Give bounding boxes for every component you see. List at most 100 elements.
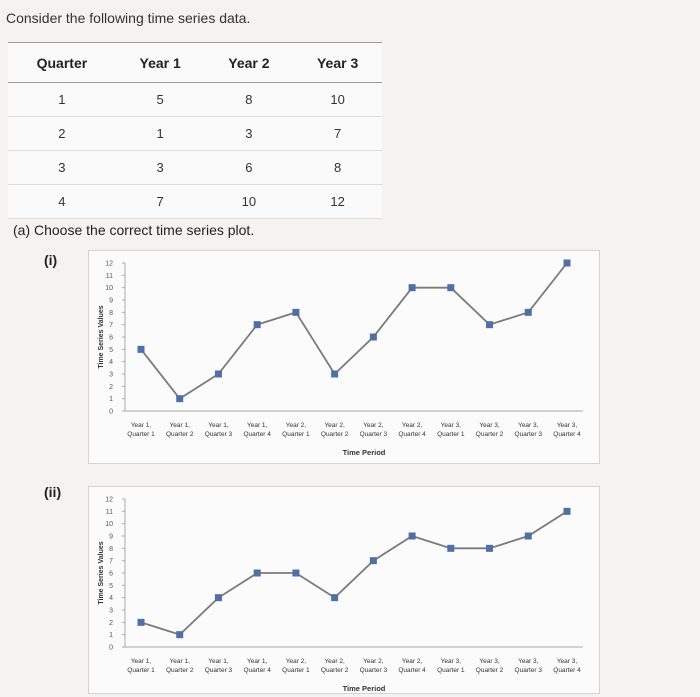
y-tick-label: 2 bbox=[109, 620, 113, 627]
table-row: 2 1 3 7 bbox=[8, 116, 382, 151]
x-tick-label: Quarter 1 bbox=[282, 667, 310, 674]
table-cell: 6 bbox=[204, 150, 294, 185]
x-tick-label: Quarter 4 bbox=[398, 667, 426, 674]
header-quarter: Quarter bbox=[8, 42, 116, 83]
x-tick-label: Year 2, bbox=[286, 422, 307, 429]
table-row: 1 5 8 10 bbox=[8, 82, 382, 117]
table-row: 4 7 10 12 bbox=[8, 184, 382, 219]
header-year-1: Year 1 bbox=[115, 42, 205, 83]
data-point bbox=[408, 532, 416, 540]
data-point bbox=[176, 631, 184, 639]
x-tick-label: Quarter 1 bbox=[437, 431, 465, 438]
table-cell: 5 bbox=[115, 82, 205, 117]
table-header-row: Quarter Year 1 Year 2 Year 3 bbox=[8, 42, 382, 83]
y-tick-label: 10 bbox=[105, 285, 113, 292]
table-cell: 3 bbox=[204, 116, 294, 151]
data-point bbox=[137, 618, 145, 626]
x-tick-label: Year 3, bbox=[557, 422, 578, 429]
x-tick-label: Year 2, bbox=[363, 422, 384, 429]
data-point bbox=[214, 370, 222, 378]
x-tick-label: Quarter 4 bbox=[243, 667, 271, 674]
x-tick-label: Quarter 4 bbox=[243, 431, 271, 438]
table-cell: 7 bbox=[115, 184, 205, 219]
x-tick-label: Year 3, bbox=[479, 658, 500, 665]
x-tick-label: Year 2, bbox=[324, 658, 345, 665]
y-tick-label: 6 bbox=[109, 571, 113, 578]
y-tick-label: 1 bbox=[109, 632, 113, 639]
time-series-table: Quarter Year 1 Year 2 Year 3 1 5 8 10 2 … bbox=[8, 42, 382, 219]
x-tick-label: Year 2, bbox=[402, 658, 423, 665]
table-cell: 8 bbox=[204, 82, 294, 117]
y-tick-label: 8 bbox=[109, 310, 113, 317]
data-point bbox=[176, 395, 184, 403]
header-year-2: Year 2 bbox=[204, 42, 294, 83]
table-cell: 3 bbox=[115, 150, 205, 185]
part-a-prompt: (a) Choose the correct time series plot. bbox=[13, 222, 255, 238]
x-tick-label: Quarter 3 bbox=[205, 431, 233, 438]
y-tick-label: 5 bbox=[109, 347, 113, 354]
y-tick-label: 1 bbox=[109, 396, 113, 403]
y-tick-label: 0 bbox=[109, 645, 113, 652]
x-tick-label: Year 2, bbox=[363, 658, 384, 665]
x-tick-label: Year 1, bbox=[247, 422, 268, 429]
x-tick-label: Year 1, bbox=[208, 422, 229, 429]
y-tick-label: 4 bbox=[109, 359, 113, 366]
y-tick-label: 7 bbox=[109, 558, 113, 565]
option-i-label[interactable]: (i) bbox=[44, 252, 58, 268]
x-tick-label: Year 3, bbox=[518, 422, 539, 429]
y-tick-label: 6 bbox=[109, 335, 113, 342]
y-axis-title: Time Series Values bbox=[98, 305, 105, 368]
data-point bbox=[253, 321, 261, 329]
x-tick-label: Year 1, bbox=[131, 658, 152, 665]
data-point bbox=[292, 569, 300, 577]
y-tick-label: 5 bbox=[109, 583, 113, 590]
x-tick-label: Quarter 3 bbox=[205, 667, 233, 674]
data-point bbox=[331, 594, 339, 602]
x-tick-label: Quarter 1 bbox=[127, 667, 155, 674]
data-point bbox=[563, 259, 571, 267]
data-point bbox=[331, 370, 339, 378]
data-point bbox=[369, 557, 377, 565]
x-tick-label: Quarter 1 bbox=[282, 431, 310, 438]
y-tick-label: 7 bbox=[109, 322, 113, 329]
x-tick-label: Quarter 4 bbox=[553, 431, 581, 438]
data-point bbox=[486, 544, 494, 552]
y-tick-label: 2 bbox=[109, 384, 113, 391]
x-tick-label: Year 1, bbox=[247, 658, 268, 665]
data-point bbox=[369, 333, 377, 341]
data-point bbox=[447, 284, 455, 292]
table-cell: 3 bbox=[8, 150, 116, 185]
y-tick-label: 3 bbox=[109, 372, 113, 379]
table-cell: 10 bbox=[204, 184, 294, 219]
data-point bbox=[563, 507, 571, 515]
header-year-3: Year 3 bbox=[293, 42, 382, 83]
y-tick-label: 3 bbox=[109, 608, 113, 615]
table-cell: 4 bbox=[8, 184, 116, 219]
x-tick-label: Year 1, bbox=[170, 658, 191, 665]
x-tick-label: Quarter 3 bbox=[515, 667, 543, 674]
x-tick-label: Quarter 3 bbox=[360, 431, 388, 438]
data-point bbox=[214, 594, 222, 602]
x-tick-label: Year 2, bbox=[402, 422, 423, 429]
series-line bbox=[140, 262, 568, 400]
data-point bbox=[137, 345, 145, 353]
table-cell: 8 bbox=[293, 150, 382, 185]
y-tick-label: 11 bbox=[106, 509, 113, 516]
y-tick-label: 9 bbox=[109, 298, 113, 305]
data-point bbox=[253, 569, 261, 577]
data-point bbox=[292, 308, 300, 316]
y-tick-label: 4 bbox=[109, 595, 113, 602]
x-tick-label: Quarter 2 bbox=[321, 667, 349, 674]
x-tick-label: Quarter 4 bbox=[398, 431, 426, 438]
x-tick-label: Year 3, bbox=[441, 422, 462, 429]
x-tick-label: Quarter 1 bbox=[437, 667, 465, 674]
x-tick-label: Year 1, bbox=[208, 658, 229, 665]
x-tick-label: Year 3, bbox=[557, 658, 578, 665]
y-tick-label: 12 bbox=[105, 261, 113, 268]
table-cell: 7 bbox=[293, 116, 382, 151]
x-tick-label: Quarter 2 bbox=[166, 667, 194, 674]
data-point bbox=[408, 284, 416, 292]
option-ii-label[interactable]: (ii) bbox=[44, 484, 62, 500]
